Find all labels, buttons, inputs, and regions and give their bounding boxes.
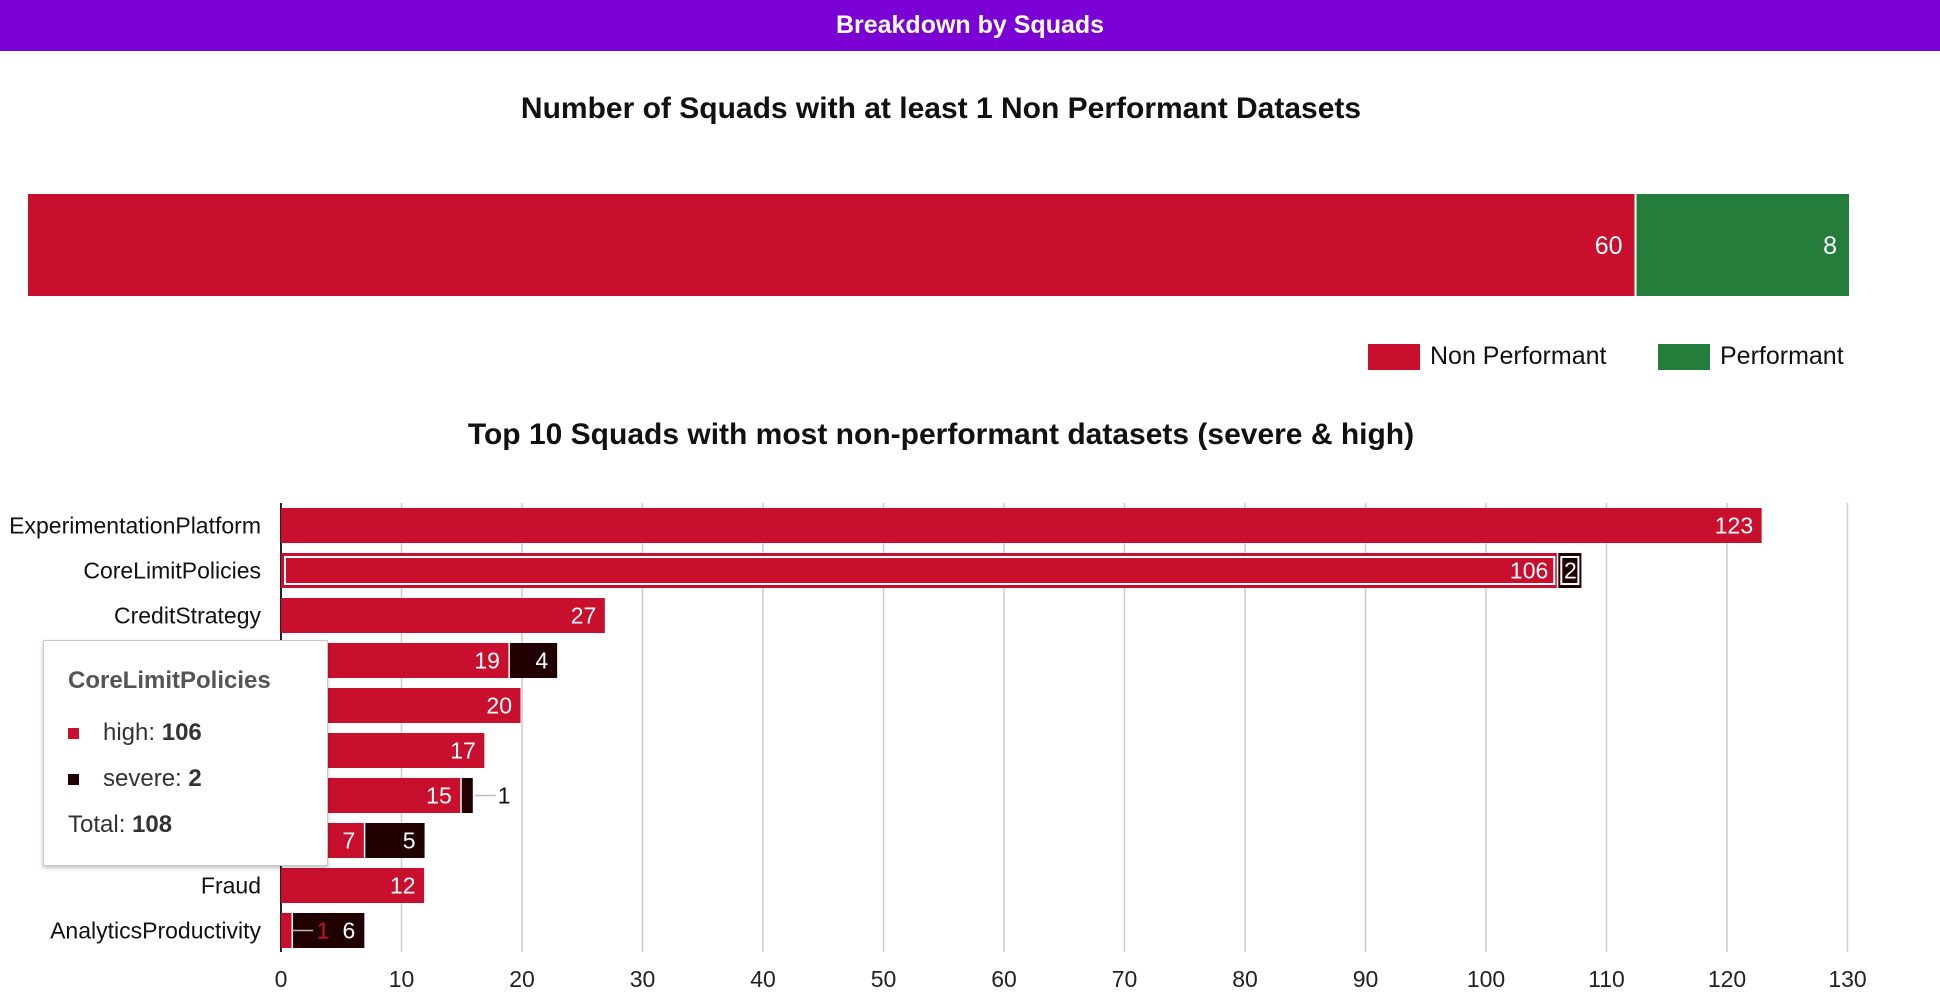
legend-swatch-non-performant	[1368, 343, 1420, 370]
bar-high-8[interactable]	[281, 868, 425, 903]
chart1-bar-label-0: 60	[1595, 232, 1623, 260]
x-tick-label-0: 0	[275, 966, 288, 992]
bar-high-2[interactable]	[281, 598, 605, 633]
chart1-bar-1[interactable]	[1636, 194, 1849, 296]
bar-high-9[interactable]	[281, 913, 292, 948]
bar-severe-label-6: 1	[498, 783, 511, 809]
bar-high-label-8: 12	[390, 873, 416, 899]
header-title: Breakdown by Squads	[835, 11, 1105, 39]
bar-severe-7[interactable]	[365, 823, 425, 858]
x-tick-label-4: 40	[750, 966, 776, 992]
chart1-svg: 60 8	[28, 194, 1849, 296]
x-tick-label-1: 10	[389, 966, 415, 992]
bar-high-label-3: 19	[474, 648, 500, 674]
legend-label-non-performant: Non Performant	[1430, 342, 1607, 370]
x-tick-label-7: 70	[1112, 966, 1138, 992]
x-tick-label-6: 60	[991, 966, 1017, 992]
y-category-label-1: CoreLimitPolicies	[83, 558, 261, 584]
tooltip-row-high: high: 106	[68, 719, 202, 747]
bar-high-1[interactable]	[281, 553, 1557, 588]
bar-high-label-5: 17	[450, 738, 476, 764]
x-tick-label-8: 80	[1232, 966, 1258, 992]
chart1-bar-0[interactable]	[28, 194, 1635, 296]
legend-swatch-performant	[1658, 343, 1710, 370]
legend-item-performant[interactable]: Performant	[1658, 342, 1844, 371]
chart2-title: Top 10 Squads with most non-performant d…	[467, 418, 1415, 451]
bar-tooltip: CoreLimitPolicies high: 106 severe: 2 To…	[43, 640, 328, 866]
x-tick-label-2: 20	[509, 966, 535, 992]
tooltip-severe-marker	[68, 773, 79, 785]
y-category-label-2: CreditStrategy	[114, 603, 262, 629]
y-category-label-0: ExperimentationPlatform	[9, 513, 261, 539]
x-tick-label-12: 120	[1708, 966, 1746, 992]
x-tick-label-9: 90	[1353, 966, 1379, 992]
tooltip-high-marker	[68, 727, 79, 739]
bar-severe-3[interactable]	[509, 643, 558, 678]
y-category-label-8: Fraud	[201, 873, 261, 899]
bar-high-label-4: 20	[486, 693, 512, 719]
bar-high-label-2: 27	[571, 603, 597, 629]
tooltip-high-value: 106	[161, 719, 202, 746]
x-tick-label-11: 110	[1588, 966, 1625, 992]
tooltip-row-total: Total: 108	[68, 811, 172, 839]
tooltip-title: CoreLimitPolicies	[68, 667, 271, 694]
tooltip-row-severe: severe: 2	[68, 765, 202, 793]
bar-hover-highlight	[284, 556, 1556, 585]
tooltip-severe-value: 2	[188, 765, 202, 792]
legend-label-performant: Performant	[1720, 342, 1844, 370]
bar-hover-highlight-severe	[1560, 556, 1580, 585]
x-tick-label-3: 30	[630, 966, 656, 992]
bar-high-label-1: 106	[1510, 558, 1548, 584]
chart1-title: Number of Squads with at least 1 Non Per…	[520, 92, 1362, 125]
legend-item-non-performant[interactable]: Non Performant	[1368, 342, 1606, 371]
bar-severe-1[interactable]	[1558, 553, 1582, 588]
bar-severe-6[interactable]	[461, 778, 473, 813]
bar-high-0[interactable]	[281, 508, 1762, 543]
bar-high-label-7: 7	[343, 828, 356, 854]
bar-high-label-6: 15	[426, 783, 452, 809]
bar-severe-label-3: 4	[535, 648, 548, 674]
x-tick-label-13: 130	[1828, 966, 1866, 992]
tooltip-high-label: high:	[103, 719, 156, 746]
bar-high-label-9: 1	[317, 918, 330, 944]
y-category-label-9: AnalyticsProductivity	[50, 918, 261, 944]
x-tick-label-10: 100	[1467, 966, 1505, 992]
chart1-bar-label-1: 8	[1823, 232, 1837, 260]
bar-severe-label-7: 5	[403, 828, 416, 854]
bar-high-label-0: 123	[1715, 513, 1753, 539]
bar-severe-label-1: 2	[1564, 558, 1577, 584]
tooltip-severe-label: severe:	[103, 765, 182, 792]
dashboard-header: Breakdown by Squads	[0, 0, 1940, 51]
x-tick-label-5: 50	[871, 966, 897, 992]
tooltip-total-value: 108	[132, 811, 173, 838]
tooltip-total-label: Total:	[68, 811, 126, 838]
bar-severe-label-9: 6	[343, 918, 356, 944]
